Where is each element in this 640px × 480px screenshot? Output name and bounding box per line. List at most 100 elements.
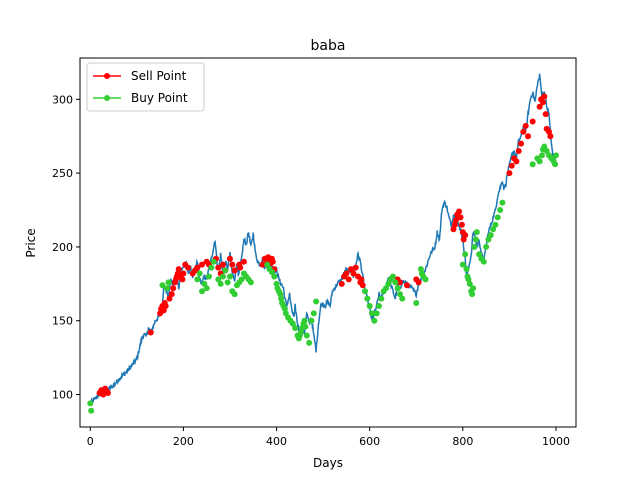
buy-point-marker — [552, 152, 559, 159]
sell-point-marker — [162, 302, 169, 309]
buy-point-marker — [483, 243, 490, 250]
buy-point-marker — [165, 279, 172, 286]
sell-point-marker — [529, 118, 536, 125]
buy-point-marker — [271, 273, 278, 280]
sell-point-marker — [350, 270, 357, 277]
buy-point-marker — [471, 243, 478, 250]
sell-point-marker — [185, 264, 192, 271]
sell-point-marker — [166, 295, 173, 302]
chart-title: baba — [311, 38, 346, 54]
y-tick-label: 100 — [52, 389, 73, 402]
sell-point-marker — [542, 111, 549, 118]
buy-point-marker — [301, 317, 308, 324]
sell-points-layer — [96, 93, 554, 398]
buy-point-marker — [306, 339, 313, 346]
sell-point-marker — [168, 291, 175, 298]
legend-sell-marker — [104, 73, 110, 79]
sell-point-marker — [462, 232, 469, 239]
sell-point-marker — [348, 266, 355, 273]
x-tick-label: 1000 — [542, 435, 570, 448]
buy-point-marker — [494, 214, 501, 221]
sell-point-marker — [457, 214, 464, 221]
buy-point-marker — [292, 325, 299, 332]
buy-point-marker — [366, 302, 373, 309]
sell-point-marker — [403, 282, 410, 289]
sell-point-marker — [536, 103, 543, 110]
x-tick-label: 0 — [87, 435, 94, 448]
plot-area — [87, 73, 559, 414]
legend-sell-label: Sell Point — [131, 69, 187, 83]
buy-point-marker — [392, 279, 399, 286]
y-axis-ticks: 100 150 200 250 300 — [52, 93, 80, 402]
buy-point-marker — [313, 298, 320, 305]
buy-point-marker — [159, 282, 166, 289]
buy-point-marker — [480, 258, 487, 265]
buy-point-marker — [308, 317, 315, 324]
buy-point-marker — [310, 310, 317, 317]
sell-point-marker — [513, 158, 520, 165]
x-axis-ticks: 0 200 400 600 800 1000 — [87, 427, 570, 448]
buy-point-marker — [492, 221, 499, 228]
sell-point-marker — [259, 261, 266, 268]
sell-point-marker — [396, 279, 403, 286]
sell-point-marker — [269, 258, 276, 265]
buy-point-marker — [463, 266, 470, 273]
buy-point-marker — [382, 285, 389, 292]
sell-point-marker — [456, 208, 463, 215]
buy-point-marker — [303, 332, 310, 339]
buy-point-marker — [203, 285, 210, 292]
sell-point-marker — [229, 261, 236, 268]
sell-point-marker — [194, 264, 201, 271]
sell-point-marker — [345, 276, 352, 283]
legend: Sell Point Buy Point — [86, 62, 205, 112]
buy-point-marker — [194, 276, 201, 283]
buy-point-marker — [490, 226, 497, 233]
buy-point-marker — [466, 280, 473, 287]
buy-point-marker — [413, 300, 420, 307]
buy-point-marker — [247, 279, 254, 286]
sell-point-marker — [508, 162, 515, 169]
buy-point-marker — [88, 407, 95, 414]
buy-point-marker — [268, 269, 275, 276]
sell-point-marker — [458, 221, 465, 228]
buy-point-marker — [473, 229, 480, 236]
sell-point-marker — [343, 270, 350, 277]
buy-point-marker — [208, 264, 215, 271]
sell-point-marker — [215, 264, 222, 271]
buy-point-marker — [539, 152, 545, 159]
sell-point-marker — [539, 99, 546, 106]
buy-point-marker — [422, 276, 429, 283]
sell-point-marker — [547, 133, 554, 140]
x-axis-label: Days — [313, 456, 343, 470]
sell-point-marker — [515, 147, 522, 154]
sell-point-marker — [240, 258, 247, 265]
sell-point-marker — [520, 128, 527, 135]
sell-point-marker — [358, 276, 365, 283]
sell-point-marker — [352, 264, 359, 271]
buy-point-marker — [396, 291, 403, 298]
sell-point-marker — [541, 93, 548, 100]
sell-point-marker — [147, 329, 154, 336]
buy-point-marker — [385, 280, 392, 287]
buy-points-layer — [87, 143, 559, 414]
buy-point-marker — [201, 280, 208, 287]
sell-point-marker — [518, 140, 525, 147]
buy-point-marker — [217, 280, 224, 287]
buy-point-marker — [499, 199, 506, 206]
plot-frame — [79, 57, 577, 428]
sell-point-marker — [226, 255, 233, 262]
buy-point-marker — [487, 232, 494, 239]
sell-point-marker — [180, 270, 187, 277]
legend-buy-label: Buy Point — [131, 91, 188, 105]
buy-point-marker — [470, 285, 477, 292]
buy-point-marker — [226, 273, 233, 280]
buy-point-marker — [469, 291, 476, 298]
buy-point-marker — [302, 323, 309, 330]
buy-point-marker — [196, 270, 203, 277]
buy-point-marker — [282, 310, 289, 317]
buy-point-marker — [541, 143, 548, 150]
x-tick-label: 600 — [359, 435, 380, 448]
y-tick-label: 300 — [52, 93, 73, 106]
buy-point-marker — [485, 236, 492, 243]
sell-point-marker — [199, 261, 206, 268]
